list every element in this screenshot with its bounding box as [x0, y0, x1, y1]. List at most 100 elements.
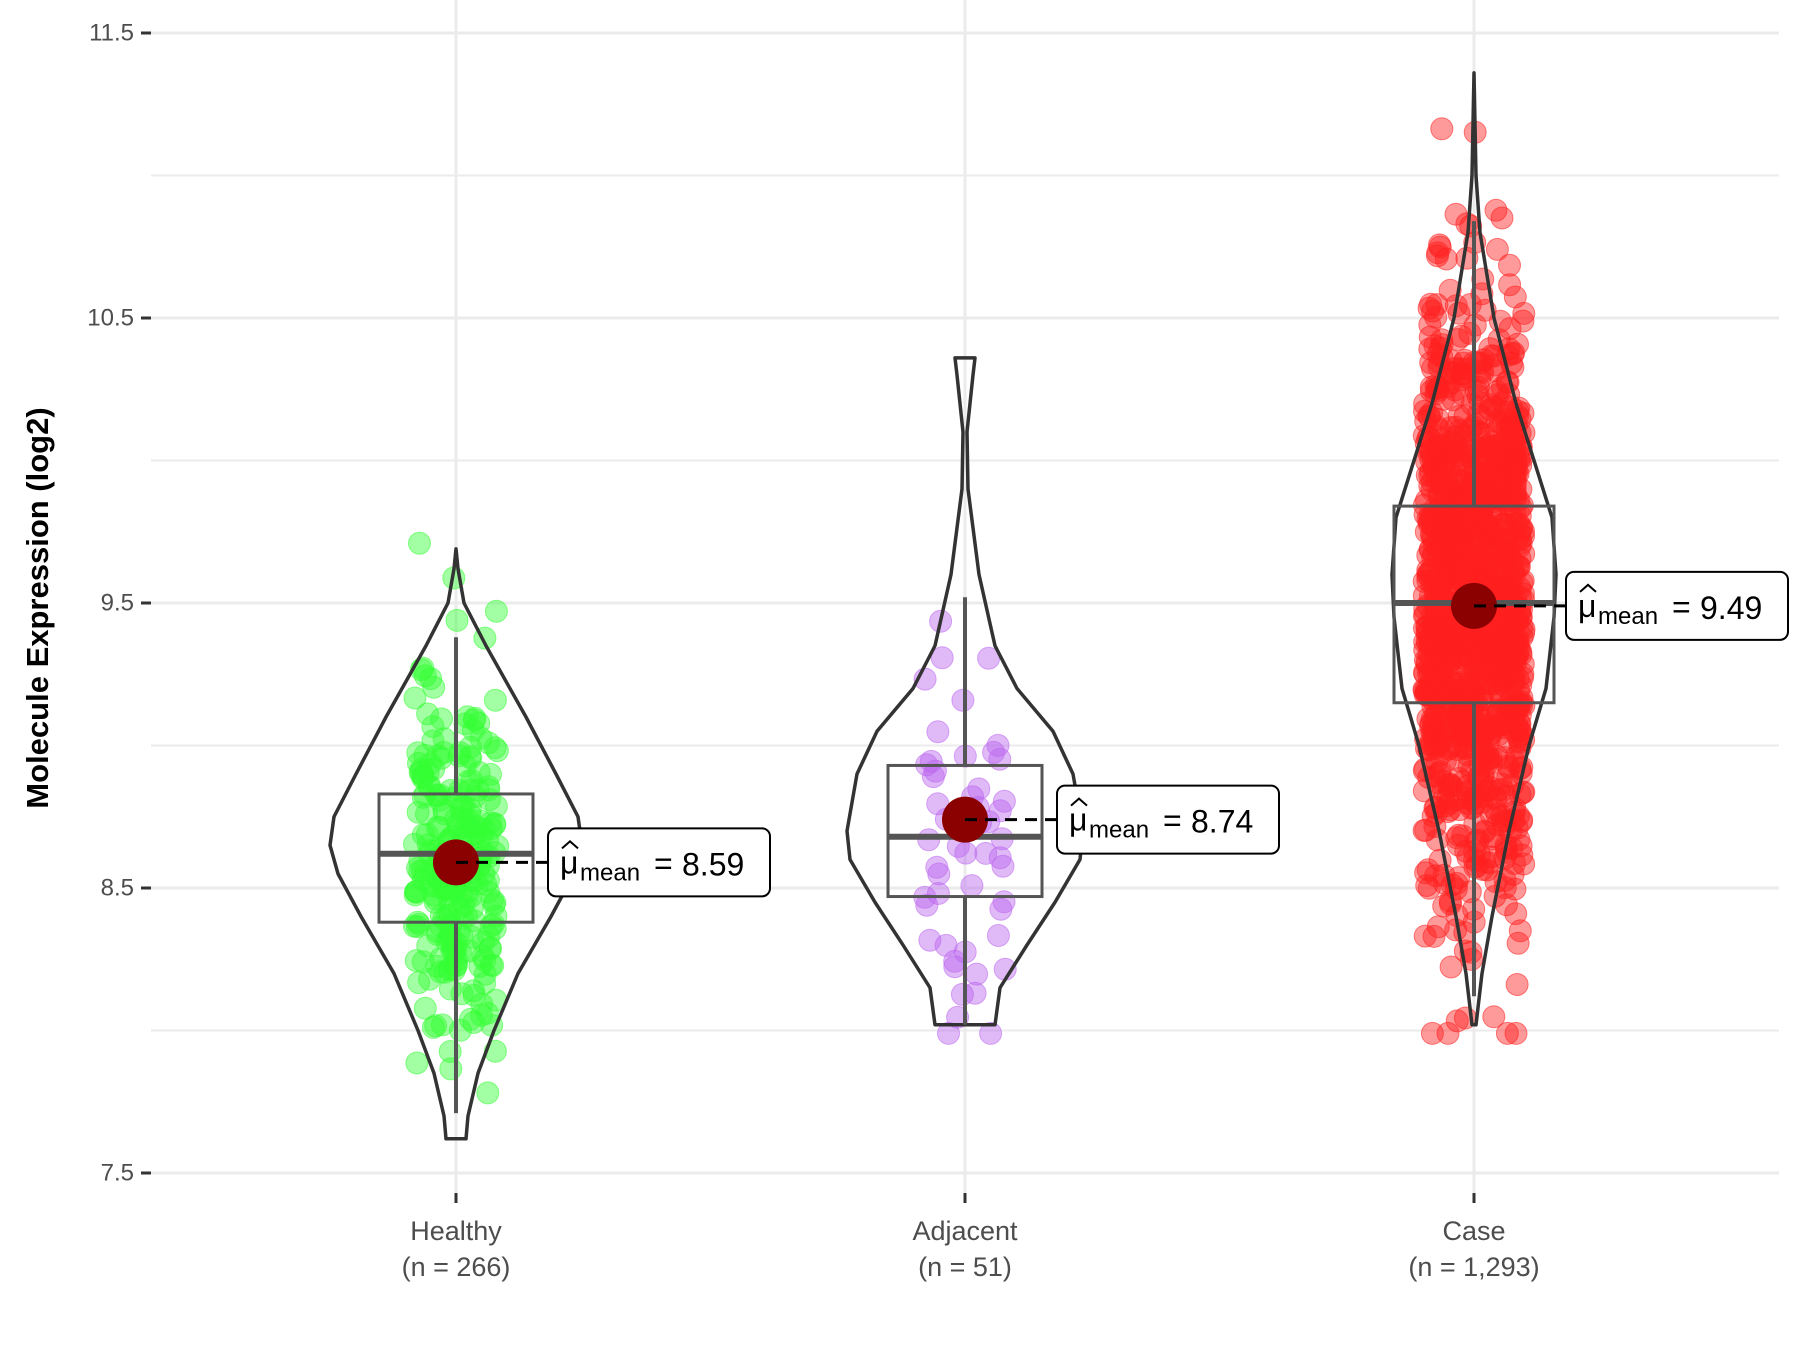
data-point	[1497, 539, 1521, 563]
data-point	[1473, 635, 1497, 659]
data-point	[1448, 531, 1472, 555]
data-point	[404, 949, 428, 973]
data-point	[477, 925, 501, 949]
data-point	[427, 815, 451, 839]
x-count-label: (n = 51)	[918, 1252, 1012, 1282]
data-point	[1498, 273, 1522, 297]
mean-symbol: μ	[1578, 588, 1596, 624]
data-point	[1437, 694, 1460, 718]
y-tick-label: 9.5	[101, 590, 134, 617]
data-point	[1503, 877, 1527, 901]
data-point	[992, 789, 1016, 813]
data-point	[1420, 615, 1444, 639]
data-point	[455, 705, 479, 729]
data-point	[404, 880, 428, 904]
data-point	[476, 853, 500, 877]
y-axis-title: Molecule Expression (log2)	[20, 407, 55, 808]
data-point	[445, 608, 469, 632]
box-iqr	[886, 763, 1044, 899]
data-point	[1436, 1021, 1460, 1045]
data-point	[1413, 924, 1437, 948]
data-point	[1465, 499, 1489, 523]
data-point	[1512, 301, 1536, 325]
data-point	[413, 996, 437, 1020]
group-healthy	[328, 531, 584, 1141]
mean-subscript: mean	[580, 859, 640, 886]
mean-subscript: mean	[1089, 817, 1149, 844]
data-point	[1485, 813, 1509, 837]
data-point	[1414, 678, 1438, 702]
data-point	[1478, 717, 1502, 741]
x-tick-label: Case	[1442, 1216, 1505, 1246]
y-tick-label: 11.5	[89, 20, 134, 47]
mean-equals: =	[1163, 803, 1182, 839]
data-point	[473, 948, 497, 972]
data-point	[462, 983, 486, 1007]
data-point	[1430, 117, 1454, 141]
mean-symbol: μ	[1069, 802, 1087, 838]
data-point	[406, 800, 430, 824]
data-point	[479, 762, 502, 786]
data-point	[1484, 561, 1508, 585]
data-point	[483, 688, 507, 712]
data-point	[479, 937, 502, 961]
mean-label: μ mean = 8.74	[1056, 784, 1280, 855]
data-point	[482, 893, 506, 917]
data-point	[1498, 253, 1521, 277]
y-tick-label: 10.5	[87, 305, 134, 332]
data-point	[991, 854, 1015, 878]
data-point	[1502, 668, 1526, 692]
data-point	[1472, 740, 1496, 764]
data-point	[408, 531, 431, 555]
data-point	[468, 954, 492, 978]
group-adjacent	[845, 356, 1085, 1045]
data-point	[1416, 568, 1440, 592]
mean-value: 8.59	[682, 846, 744, 882]
data-point	[1507, 828, 1531, 851]
data-point	[1417, 876, 1441, 900]
data-point	[963, 981, 987, 1005]
data-point	[452, 893, 476, 917]
data-point	[422, 675, 446, 699]
data-point	[476, 1081, 500, 1105]
mean-label: μ mean = 9.49	[1565, 570, 1789, 641]
data-point	[1453, 348, 1477, 372]
data-point	[951, 688, 975, 712]
data-point	[447, 744, 471, 768]
data-point	[411, 785, 435, 809]
data-point	[1413, 638, 1437, 662]
data-point	[1506, 931, 1530, 955]
data-point	[429, 947, 452, 971]
data-point	[430, 1013, 454, 1037]
data-point	[1490, 206, 1514, 230]
x-tick-label: Adjacent	[912, 1216, 1018, 1246]
data-point	[1422, 924, 1446, 948]
data-point	[459, 746, 483, 770]
box-iqr	[377, 792, 535, 924]
data-point	[483, 813, 507, 837]
data-point	[930, 646, 954, 670]
data-point	[1426, 244, 1449, 268]
data-point	[982, 740, 1006, 764]
data-point	[1441, 430, 1465, 454]
mean-value: 8.74	[1191, 804, 1253, 840]
data-point	[407, 912, 431, 936]
x-tick-label: Healthy	[410, 1216, 502, 1246]
data-point	[1445, 1009, 1469, 1033]
mean-symbol: μ	[560, 844, 578, 880]
data-point	[1415, 874, 1439, 897]
data-point	[992, 890, 1016, 914]
data-point	[416, 702, 440, 726]
data-point	[476, 731, 500, 755]
data-point	[927, 862, 951, 886]
data-point	[1508, 919, 1532, 943]
group-case	[1390, 71, 1558, 1045]
data-point	[1419, 351, 1443, 375]
data-point	[1508, 504, 1532, 528]
x-axis: Healthy (n = 266) Adjacent (n = 51) Case (n =…	[402, 1193, 1540, 1282]
y-tick-label: 7.5	[101, 1160, 134, 1187]
data-point	[974, 841, 998, 865]
data-point	[926, 882, 950, 905]
data-point	[988, 846, 1012, 870]
